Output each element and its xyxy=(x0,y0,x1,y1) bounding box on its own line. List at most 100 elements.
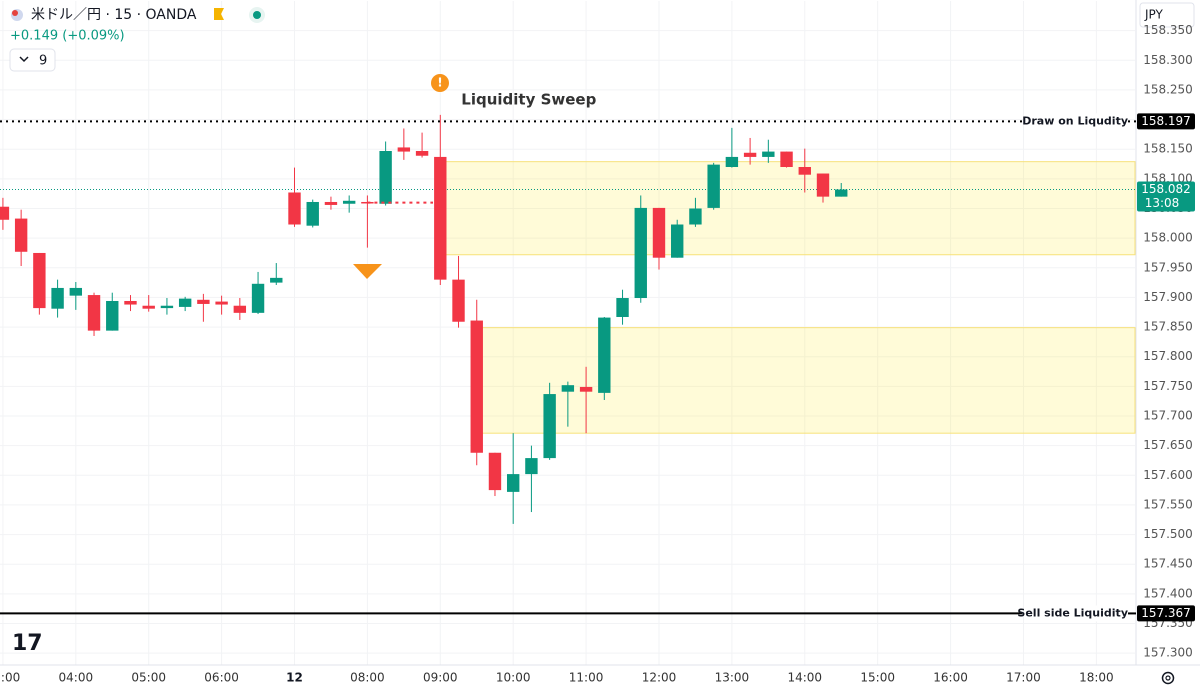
candle-body xyxy=(106,300,119,331)
flag-icon[interactable] xyxy=(214,8,224,20)
y-tick-label: 157.550 xyxy=(1143,497,1193,511)
candle-body xyxy=(251,283,265,313)
y-tick-label: 157.650 xyxy=(1143,438,1193,452)
last-price: 158.082 xyxy=(1141,182,1191,196)
settings-icon[interactable] xyxy=(1161,671,1175,685)
x-tick-label: 03:00 xyxy=(0,671,20,685)
candle-body xyxy=(0,206,10,220)
y-tick-label: 157.400 xyxy=(1143,586,1193,600)
candle-body xyxy=(561,385,575,392)
candle-body xyxy=(124,300,137,305)
candle-body xyxy=(743,152,757,157)
x-tick-label: 12 xyxy=(286,671,303,685)
candle-body xyxy=(434,156,447,280)
level-price: 157.367 xyxy=(1141,606,1191,620)
x-tick-label: 12:00 xyxy=(642,671,677,685)
y-tick-label: 158.350 xyxy=(1143,23,1193,37)
indicators-toggle[interactable] xyxy=(9,48,56,72)
x-tick-label: 14:00 xyxy=(787,671,822,685)
level-label: Sell side Liquidity xyxy=(1017,606,1128,619)
candle-body xyxy=(51,287,64,309)
y-tick-label: 157.500 xyxy=(1143,527,1193,541)
y-tick-label: 158.300 xyxy=(1143,53,1193,67)
candle-body xyxy=(579,386,593,392)
candle-body xyxy=(835,189,848,197)
candle-body xyxy=(270,277,283,283)
candle-body xyxy=(14,218,28,252)
countdown: 13:08 xyxy=(1145,196,1180,210)
symbol-title: 米ドル／円 · 15 · OANDA xyxy=(31,7,197,23)
x-tick-label: 05:00 xyxy=(131,671,166,685)
y-tick-label: 157.600 xyxy=(1143,468,1193,482)
candle-body xyxy=(142,305,155,309)
liquidity-zone xyxy=(439,161,1136,256)
candle-body xyxy=(215,301,228,305)
candle-body xyxy=(178,298,192,307)
settings-icon xyxy=(1165,675,1171,681)
y-tick-label: 157.450 xyxy=(1143,557,1193,571)
candle-body xyxy=(725,156,739,167)
candle-body xyxy=(197,299,210,304)
candle-body xyxy=(470,320,483,453)
candle-body xyxy=(762,151,775,157)
candle-body xyxy=(33,252,46,309)
chevron-icon xyxy=(19,56,29,63)
candle-body xyxy=(379,150,392,204)
alert-icon: ! xyxy=(437,76,442,90)
candle-body xyxy=(306,201,319,226)
x-tick-label: 17:00 xyxy=(1006,671,1041,685)
candle-body xyxy=(397,147,411,152)
candle-body xyxy=(324,201,338,205)
level-price: 158.197 xyxy=(1141,114,1191,128)
y-tick-label: 157.850 xyxy=(1143,320,1193,334)
y-tick-label: 157.950 xyxy=(1143,260,1193,274)
candle-body xyxy=(87,295,101,331)
x-tick-label: 15:00 xyxy=(860,671,895,685)
liquidity-zone xyxy=(476,327,1136,434)
candle-body xyxy=(233,305,247,313)
plot-area xyxy=(0,1,1136,665)
currency-button[interactable] xyxy=(1139,2,1195,28)
currency-label: JPY xyxy=(1144,8,1164,22)
x-tick-label: 16:00 xyxy=(933,671,968,685)
alert-icon xyxy=(431,74,449,92)
y-tick-label: 158.150 xyxy=(1143,142,1193,156)
candle-body xyxy=(634,207,647,299)
x-tick-label: 18:00 xyxy=(1079,671,1114,685)
candle-body xyxy=(488,452,502,491)
candle-body xyxy=(598,317,611,393)
candle-body xyxy=(288,192,301,225)
label-bg xyxy=(1024,605,1128,622)
candle-body xyxy=(452,279,465,322)
down-arrow xyxy=(353,264,382,279)
x-tick-label: 13:00 xyxy=(715,671,750,685)
last-price-bg xyxy=(1137,181,1195,212)
x-tick-label: 06:00 xyxy=(204,671,239,685)
annotation: Liquidity Sweep xyxy=(461,91,596,109)
y-tick-label: 157.750 xyxy=(1143,379,1193,393)
price-label-bg xyxy=(1137,605,1195,622)
y-tick-label: 157.300 xyxy=(1143,646,1193,660)
price-label-bg xyxy=(1137,113,1195,130)
x-tick-label: 11:00 xyxy=(569,671,604,685)
y-tick-label: 158.250 xyxy=(1143,82,1193,96)
logo: 17 xyxy=(12,631,43,656)
candle-body xyxy=(798,167,811,175)
candle-body xyxy=(160,305,174,309)
symbol-icon xyxy=(12,10,18,16)
y-tick-label: 157.900 xyxy=(1143,290,1193,304)
candle-body xyxy=(780,151,793,167)
candle-body xyxy=(652,207,666,258)
x-tick-label: 10:00 xyxy=(496,671,531,685)
x-tick-label: 04:00 xyxy=(59,671,94,685)
x-tick-label: 08:00 xyxy=(350,671,385,685)
y-tick-label: 158.000 xyxy=(1143,231,1193,245)
candle-body xyxy=(543,394,556,459)
y-tick-label: 157.800 xyxy=(1143,349,1193,363)
candle-body xyxy=(415,150,429,156)
candle-body xyxy=(506,474,520,492)
x-tick-label: 09:00 xyxy=(423,671,458,685)
label-bg xyxy=(1024,113,1128,130)
candle-body xyxy=(816,173,830,197)
